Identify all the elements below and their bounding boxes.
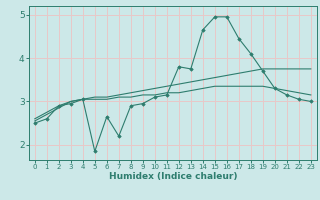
X-axis label: Humidex (Indice chaleur): Humidex (Indice chaleur) [108,172,237,181]
